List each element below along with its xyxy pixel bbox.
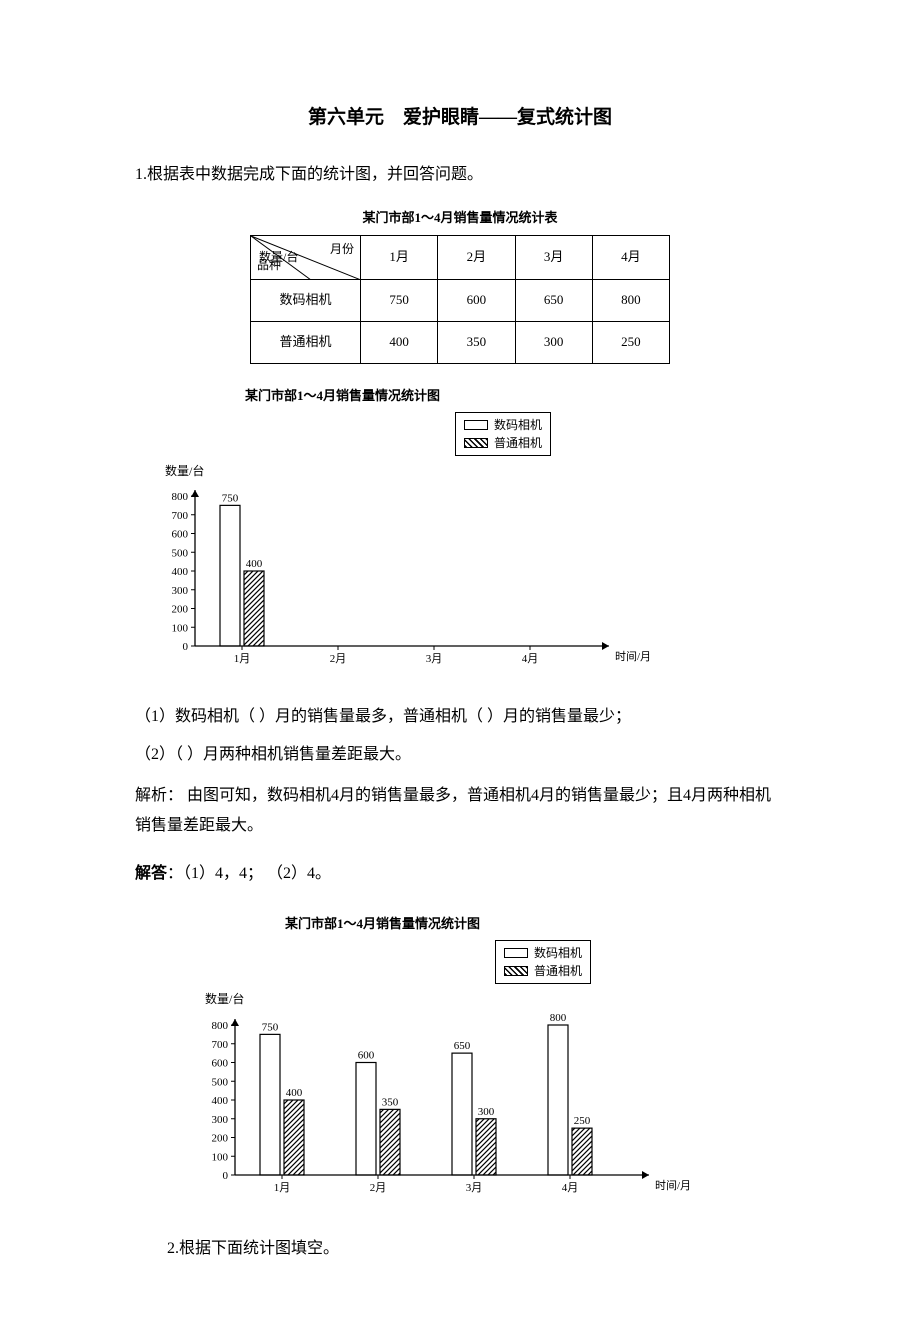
- svg-text:250: 250: [574, 1115, 591, 1127]
- table-cell: 250: [592, 321, 669, 363]
- legend-swatch-white: [464, 420, 488, 430]
- legend-item: 普通相机: [464, 434, 542, 452]
- svg-text:700: 700: [172, 510, 189, 522]
- svg-text:200: 200: [212, 1132, 229, 1144]
- svg-text:4月: 4月: [522, 653, 539, 665]
- svg-text:750: 750: [262, 1021, 279, 1033]
- svg-text:0: 0: [223, 1170, 229, 1182]
- legend-label: 数码相机: [534, 944, 582, 962]
- sales-table: 月份 数量/台 品种 1月 2月 3月 4月 数码相机 750 600 650 …: [250, 235, 670, 363]
- table-header-row: 月份 数量/台 品种 1月 2月 3月 4月: [251, 236, 670, 280]
- chart-2-legend: 数码相机 普通相机: [495, 940, 591, 984]
- table-row: 数码相机 750 600 650 800: [251, 280, 670, 322]
- svg-text:400: 400: [212, 1095, 229, 1107]
- chart-1-title: 某门市部1～4月销售量情况统计图: [245, 384, 785, 409]
- svg-text:0: 0: [183, 641, 189, 653]
- table-cell: 800: [592, 280, 669, 322]
- analysis-text: 解析： 由图可知，数码相机4月的销售量最多，普通相机4月的销售量最少；且4月两种…: [135, 781, 785, 842]
- sub-question-1: （1）数码相机（ ）月的销售量最多，普通相机（ ）月的销售量最少；: [135, 702, 785, 732]
- legend-label: 数码相机: [494, 416, 542, 434]
- chart-1-block: 某门市部1～4月销售量情况统计图 数码相机 普通相机 数量/台 0 100 200 3…: [155, 384, 785, 682]
- table-title: 某门市部1～4月销售量情况统计表: [250, 206, 670, 231]
- answer-line: 解答：（1）4，4； （2）4。: [135, 859, 785, 889]
- diag-month-label: 月份: [330, 238, 354, 261]
- legend-label: 普通相机: [534, 962, 582, 980]
- svg-text:800: 800: [212, 1020, 229, 1032]
- svg-text:500: 500: [212, 1076, 229, 1088]
- svg-text:600: 600: [212, 1057, 229, 1069]
- table-cell: 300: [515, 321, 592, 363]
- table-cell: 750: [361, 280, 438, 322]
- answer-label: 解答: [135, 865, 167, 882]
- table-col-month: 1月: [361, 236, 438, 280]
- chart-2-block: 某门市部1～4月销售量情况统计图 数码相机 普通相机 数量/台 0 100 200 3…: [195, 912, 785, 1210]
- svg-text:时间/月: 时间/月: [655, 1179, 691, 1192]
- question-2-intro: 2.根据下面统计图填空。: [167, 1234, 785, 1264]
- table-col-month: 4月: [592, 236, 669, 280]
- chart-1-ylabel: 数量/台: [165, 460, 785, 483]
- chart-1-legend: 数码相机 普通相机: [455, 412, 551, 456]
- svg-text:100: 100: [212, 1151, 229, 1163]
- unit-title: 第六单元 爱护眼睛——复式统计图: [135, 100, 785, 136]
- answer-text: ：（1）4，4； （2）4。: [167, 865, 331, 882]
- row-label: 普通相机: [251, 321, 361, 363]
- legend-item: 数码相机: [464, 416, 542, 434]
- svg-text:1月: 1月: [274, 1182, 291, 1194]
- svg-text:100: 100: [172, 623, 189, 635]
- svg-text:300: 300: [478, 1105, 495, 1117]
- svg-text:300: 300: [172, 585, 189, 597]
- chart-2-svg-host: 0 100 200 300 400 500 600 700 800 750 400 1月 600 350 2…: [195, 1013, 785, 1210]
- svg-text:400: 400: [246, 558, 263, 570]
- legend-item: 数码相机: [504, 944, 582, 962]
- table-cell: 350: [438, 321, 515, 363]
- svg-text:1月: 1月: [234, 653, 251, 665]
- table-cell: 400: [361, 321, 438, 363]
- svg-text:800: 800: [550, 1013, 567, 1024]
- svg-text:2月: 2月: [370, 1182, 387, 1194]
- svg-text:400: 400: [172, 566, 189, 578]
- sub-question-2: （2）（ ）月两种相机销售量差距最大。: [135, 740, 785, 770]
- svg-text:200: 200: [172, 604, 189, 616]
- legend-swatch-hatched: [464, 438, 488, 448]
- svg-text:300: 300: [212, 1113, 229, 1125]
- legend-item: 普通相机: [504, 962, 582, 980]
- table-cell: 650: [515, 280, 592, 322]
- diag-kind-label: 品种: [257, 254, 281, 277]
- svg-text:700: 700: [212, 1038, 229, 1050]
- svg-text:2月: 2月: [330, 653, 347, 665]
- chart-2-ylabel: 数量/台: [205, 988, 785, 1011]
- svg-text:3月: 3月: [426, 653, 443, 665]
- chart-1-svg-host: 0 100 200 300 400 500 600 700 800 750 400 1月 2月 3月 4月 时…: [155, 484, 785, 681]
- sales-table-wrap: 某门市部1～4月销售量情况统计表 月份 数量/台 品种 1月 2月 3月 4月 …: [250, 206, 670, 363]
- table-diag-cell: 月份 数量/台 品种: [251, 236, 361, 280]
- chart-2-title: 某门市部1～4月销售量情况统计图: [285, 912, 785, 937]
- svg-text:时间/月: 时间/月: [615, 650, 651, 663]
- legend-swatch-white: [504, 948, 528, 958]
- svg-text:650: 650: [454, 1040, 471, 1052]
- svg-text:600: 600: [358, 1049, 375, 1061]
- table-col-month: 2月: [438, 236, 515, 280]
- svg-text:600: 600: [172, 529, 189, 541]
- svg-text:500: 500: [172, 548, 189, 560]
- svg-text:750: 750: [222, 493, 239, 505]
- svg-text:350: 350: [382, 1096, 399, 1108]
- svg-text:3月: 3月: [466, 1182, 483, 1194]
- question-1-intro: 1.根据表中数据完成下面的统计图，并回答问题。: [135, 160, 785, 190]
- legend-swatch-hatched: [504, 966, 528, 976]
- table-row: 普通相机 400 350 300 250: [251, 321, 670, 363]
- svg-text:400: 400: [286, 1087, 303, 1099]
- legend-label: 普通相机: [494, 434, 542, 452]
- table-col-month: 3月: [515, 236, 592, 280]
- table-cell: 600: [438, 280, 515, 322]
- svg-text:800: 800: [172, 491, 189, 503]
- svg-text:4月: 4月: [562, 1182, 579, 1194]
- row-label: 数码相机: [251, 280, 361, 322]
